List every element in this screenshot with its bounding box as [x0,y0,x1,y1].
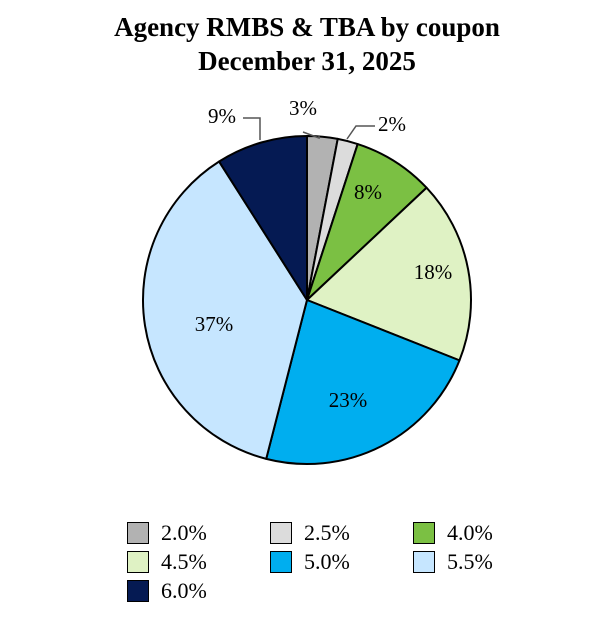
legend-swatch [127,521,149,544]
chart-legend: 2.0% 2.5% 4.0% 4.5% 5.0% 5.5% 6.0% [127,520,547,603]
leader-line [243,117,261,140]
data-label: 8% [354,180,382,204]
data-label: 37% [195,312,234,336]
data-label: 18% [414,260,453,284]
legend-item: 4.0% [413,520,553,545]
legend-label: 5.0% [304,548,350,574]
legend-item: 5.0% [270,549,413,574]
legend-item: 6.0% [127,578,270,603]
leader-line [302,131,320,140]
legend-swatch [270,550,292,573]
data-label: 23% [329,388,368,412]
chart-title: Agency RMBS & TBA by coupon [114,12,500,42]
legend-swatch [270,521,292,544]
data-label: 3% [289,96,317,120]
legend-item: 2.0% [127,520,270,545]
pie-slice-6-0pct [218,135,308,301]
pie-chart: 3% 2% 8% 18% 23% 37% 9% [142,96,472,466]
legend-swatch [127,579,149,602]
legend-label: 4.5% [161,548,207,574]
chart-title-block: Agency RMBS & TBA by coupon December 31,… [0,10,614,78]
legend-item: 5.5% [413,549,553,574]
legend-label: 4.0% [447,519,493,545]
legend-swatch [127,550,149,573]
pie-slice-4-5pct [306,186,472,362]
legend-swatch [413,550,435,573]
legend-label: 5.5% [447,548,493,574]
legend-swatch [413,521,435,544]
chart-subtitle: December 31, 2025 [198,46,416,76]
legend-label: 6.0% [161,577,207,603]
legend-label: 2.0% [161,519,207,545]
legend-item: 2.5% [270,520,413,545]
data-label: 9% [208,104,236,128]
leader-line [346,125,375,140]
pie-slice-5-0pct [265,299,461,466]
legend-label: 2.5% [304,519,350,545]
legend-item: 4.5% [127,549,270,574]
data-label: 2% [378,112,406,136]
